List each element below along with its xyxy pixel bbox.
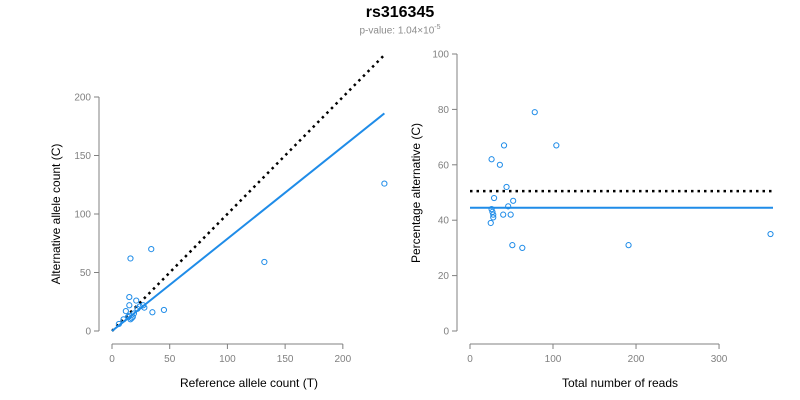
y-tick-label: 80 [438,105,450,116]
data-point [531,109,538,116]
p-value-text: p-value: 1.04×10 [359,25,435,37]
data-point [127,255,134,262]
x-tick-label: 100 [219,354,236,365]
x-tick-label: 300 [711,354,728,365]
data-point [160,306,168,314]
data-point [488,206,495,213]
data-point [553,142,560,149]
data-point [496,161,503,168]
y-axis-label: Alternative allele count (C) [49,144,63,285]
y-tick-label: 100 [432,50,449,61]
data-point [487,219,494,227]
data-point [503,183,510,191]
data-point [381,180,388,187]
x-axis-label: Total number of reads [562,376,678,390]
data-point [509,242,516,249]
data-point [148,246,155,253]
x-tick-label: 0 [467,354,473,365]
y-tick-label: 50 [80,268,92,279]
data-point [488,156,495,163]
y-tick-label: 40 [438,216,450,227]
fit-line [111,112,386,332]
data-point [519,244,526,251]
x-tick-label: 200 [628,354,645,365]
y-tick-label: 20 [438,271,450,282]
data-point [505,203,512,210]
chart-subtitle: p-value: 1.04×10-5 [0,24,800,36]
data-point [141,304,148,311]
data-point [261,258,268,266]
data-point [115,320,123,328]
y-axis-label: Percentage alternative (C) [409,123,423,263]
chart-title: rs316345 [365,4,435,21]
data-point [126,302,133,309]
data-point [122,308,129,315]
data-point [490,211,497,218]
y-tick-label: 150 [74,151,91,162]
y-tick-label: 200 [74,93,91,104]
x-tick-label: 0 [109,354,115,365]
y-tick-label: 100 [74,210,91,221]
data-point [129,313,136,321]
p-value-exponent: -5 [434,24,441,31]
data-point [130,310,138,317]
data-point [149,309,156,316]
data-point [490,194,498,202]
x-axis-label: Reference allele count (T) [180,376,318,390]
x-tick-label: 50 [164,354,176,365]
data-point [126,293,133,301]
data-point [767,230,774,238]
data-point [500,211,507,218]
data-point [507,211,514,218]
data-point [128,315,135,322]
x-tick-label: 100 [545,354,562,365]
y-tick-label: 0 [443,327,449,338]
data-point [625,242,632,249]
data-point [500,142,508,149]
data-point [133,297,140,304]
data-point [490,214,497,221]
data-point [510,197,517,204]
x-tick-label: 200 [334,354,351,365]
y-tick-label: 60 [438,160,450,171]
y-tick-label: 0 [85,327,91,338]
x-tick-label: 150 [277,354,294,365]
